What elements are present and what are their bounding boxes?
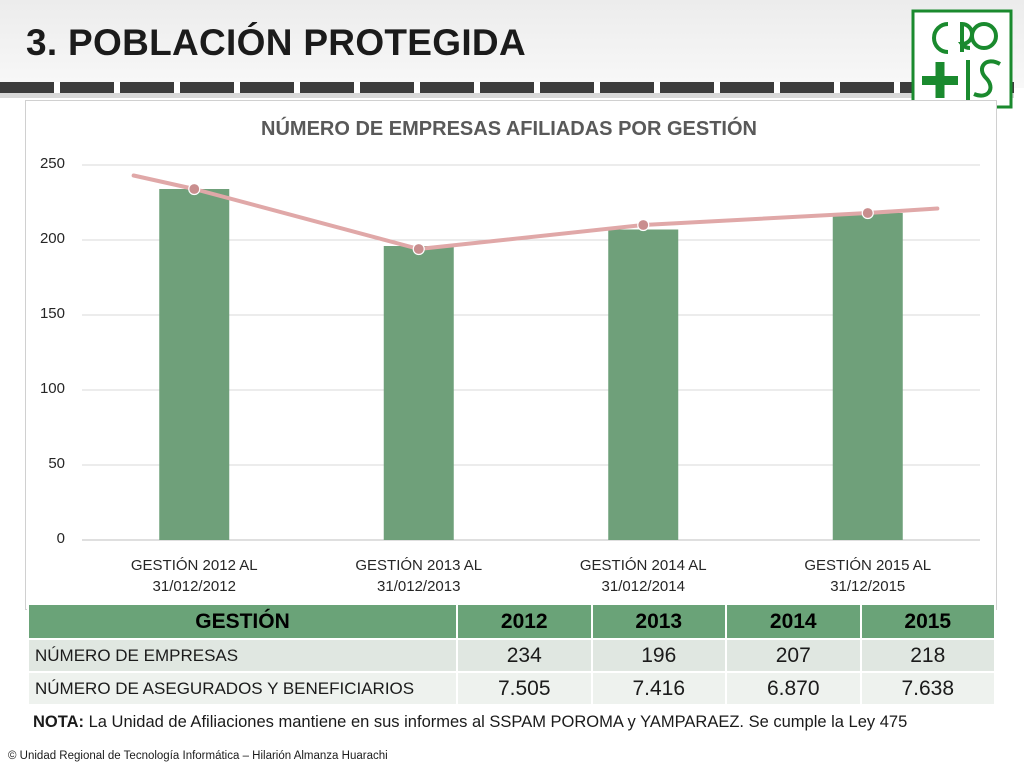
bar — [383, 246, 454, 540]
note-text: La Unidad de Afiliaciones mantiene en su… — [84, 713, 908, 731]
bar — [159, 189, 230, 540]
trend-line — [131, 173, 940, 251]
slide-title: 3. POBLACIÓN PROTEGIDA — [26, 22, 526, 63]
table-header-cell: 2012 — [456, 603, 593, 640]
table-row: NÚMERO DE ASEGURADOS Y BENEFICIARIOS 7.5… — [27, 671, 996, 706]
x-tick-label-line: 31/012/2014 — [601, 578, 685, 595]
trend-marker — [188, 182, 201, 196]
table-header-cell: 2015 — [859, 603, 996, 640]
x-tick-label: GESTIÓN 2015 AL 31/12/2015 — [768, 555, 968, 597]
table-row-label: NÚMERO DE EMPRESAS — [27, 638, 458, 673]
x-tick-label: GESTIÓN 2013 AL 31/012/2013 — [319, 555, 519, 597]
table-row: NÚMERO DE EMPRESAS 234 196 207 218 — [27, 638, 996, 673]
y-tick-label: 50 — [48, 455, 65, 472]
y-tick-label: 200 — [39, 230, 65, 247]
chart-title: NÚMERO DE EMPRESAS AFILIADAS POR GESTIÓN — [261, 118, 757, 140]
x-tick-label-line: GESTIÓN 2015 AL — [804, 557, 932, 574]
footer-credit: © Unidad Regional de Tecnología Informát… — [8, 750, 388, 762]
trend-marker — [637, 218, 650, 232]
table-header-cell: 2013 — [590, 603, 727, 640]
table-cell: 207 — [725, 638, 862, 673]
trend-marker — [861, 206, 874, 220]
bar — [608, 229, 679, 540]
table-row-label: NÚMERO DE ASEGURADOS Y BENEFICIARIOS — [27, 671, 458, 706]
table-header-cell: 2014 — [725, 603, 862, 640]
table-header-row: GESTIÓN 2012 2013 2014 2015 — [27, 603, 996, 640]
table-cell: 7.638 — [859, 671, 996, 706]
note-label: NOTA: — [33, 713, 85, 731]
table-cell: 7.505 — [456, 671, 593, 706]
x-tick-label-line: GESTIÓN 2014 AL — [579, 557, 707, 574]
y-tick-label: 100 — [39, 380, 65, 397]
header-divider-light — [0, 93, 1014, 98]
y-tick-label: 250 — [39, 155, 65, 172]
x-tick-label: GESTIÓN 2014 AL 31/012/2014 — [543, 555, 743, 597]
trend-marker — [412, 242, 425, 256]
cps-logo-icon — [911, 9, 1013, 109]
bar — [832, 213, 903, 540]
x-tick-label: GESTIÓN 2012 AL 31/012/2012 — [94, 555, 294, 597]
x-tick-label-line: GESTIÓN 2012 AL — [130, 557, 258, 574]
y-tick-label: 0 — [56, 530, 65, 547]
table-cell: 196 — [590, 638, 727, 673]
y-tick-label: 150 — [39, 305, 65, 322]
x-tick-label-line: 31/012/2012 — [152, 578, 236, 595]
table-cell: 218 — [859, 638, 996, 673]
table-cell: 6.870 — [725, 671, 862, 706]
x-tick-label-line: GESTIÓN 2013 AL — [355, 557, 483, 574]
header-divider — [0, 82, 1014, 93]
table-header-cell: GESTIÓN — [27, 603, 458, 640]
x-tick-label-line: 31/12/2015 — [830, 578, 906, 595]
header-band — [0, 0, 1024, 88]
note: NOTA: La Unidad de Afiliaciones mantiene… — [33, 713, 907, 732]
x-tick-label-line: 31/012/2013 — [377, 578, 461, 595]
data-table: GESTIÓN 2012 2013 2014 2015 NÚMERO DE EM… — [27, 603, 996, 706]
table-cell: 234 — [456, 638, 593, 673]
table-cell: 7.416 — [590, 671, 727, 706]
